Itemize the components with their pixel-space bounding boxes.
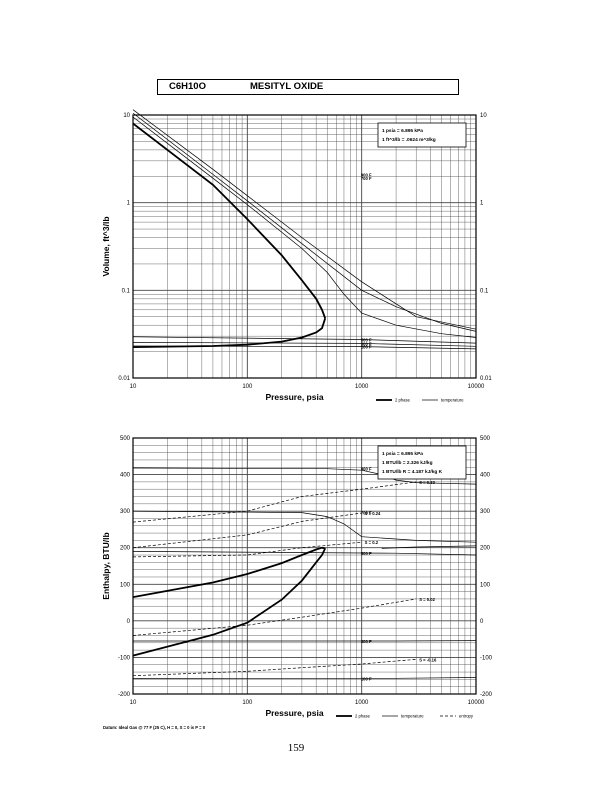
two-phase-curve bbox=[132, 546, 326, 598]
temperature-line bbox=[132, 345, 477, 350]
y-tick-label-right: 1 bbox=[480, 201, 484, 207]
series-label: 700 F bbox=[361, 176, 372, 181]
y-tick-label-right: 0.1 bbox=[480, 288, 489, 294]
entropy-line bbox=[132, 512, 362, 549]
series-label: 300 F bbox=[361, 639, 372, 644]
conversion-box bbox=[377, 122, 467, 148]
temperature-line bbox=[132, 510, 477, 543]
temperature-line bbox=[132, 677, 477, 679]
conversion-text: 1 psia = 6.895 kPa bbox=[382, 128, 423, 134]
conversion-text: 1 BTU/lb R = 4.187 kJ/kg K bbox=[382, 469, 443, 475]
series-label: S = 0.33 bbox=[419, 480, 435, 485]
entropy-line bbox=[132, 481, 417, 523]
y-tick-label: 0.1 bbox=[122, 288, 131, 294]
y-tick-label-right: 200 bbox=[480, 546, 491, 552]
x-tick-label: 100 bbox=[242, 700, 253, 706]
chart-title-box: C6H10O MESITYL OXIDE bbox=[157, 79, 459, 95]
y-tick-label-right: -100 bbox=[480, 655, 493, 661]
y-tick-label: 200 bbox=[120, 546, 131, 552]
series-label: 500 F bbox=[361, 337, 372, 342]
chemical-formula: C6H10O bbox=[169, 81, 206, 92]
series-label: 100 F bbox=[361, 345, 372, 350]
y-tick-label: 1 bbox=[127, 201, 131, 207]
entropy-line bbox=[132, 541, 362, 558]
y-tick-label: 0.01 bbox=[118, 376, 130, 382]
legend-label: 2 phase bbox=[355, 714, 371, 719]
temperature-line bbox=[132, 116, 477, 338]
y-tick-label: -100 bbox=[118, 655, 131, 661]
y-tick-label: 10 bbox=[123, 113, 130, 119]
temperature-line bbox=[132, 342, 477, 347]
y-axis-label: Enthalpy, BTU/lb bbox=[101, 532, 111, 599]
y-tick-label-right: 0.01 bbox=[480, 376, 492, 382]
y-tick-label-right: -200 bbox=[480, 692, 493, 698]
y-tick-label-right: 500 bbox=[480, 436, 491, 442]
series-label: 300 F bbox=[361, 341, 372, 346]
compound-name: MESITYL OXIDE bbox=[250, 81, 324, 92]
y-tick-label: 300 bbox=[120, 509, 131, 515]
series-label: S = 0.24 bbox=[365, 511, 381, 516]
series-label: 500 F bbox=[361, 551, 372, 556]
x-tick-label: 10 bbox=[130, 700, 137, 706]
x-axis-label: Pressure, psia bbox=[265, 392, 323, 402]
temperature-line bbox=[132, 109, 477, 330]
y-tick-label-right: 0 bbox=[480, 619, 484, 625]
series-label: S = -0.16 bbox=[419, 657, 437, 662]
y-tick-label: 500 bbox=[120, 436, 131, 442]
series-label: S = 0.02 bbox=[419, 597, 435, 602]
y-tick-label-right: 100 bbox=[480, 582, 491, 588]
two-phase-curve bbox=[132, 318, 327, 348]
entropy-line bbox=[132, 658, 417, 677]
x-tick-label: 10000 bbox=[468, 700, 485, 706]
conversion-text: 1 psia = 6.895 kPa bbox=[382, 451, 423, 457]
y-tick-label: 400 bbox=[120, 473, 131, 479]
y-tick-label-right: 300 bbox=[480, 509, 491, 515]
conversion-text: 1 BTU/lb = 2.326 kJ/kg bbox=[382, 460, 433, 466]
x-tick-label: 10000 bbox=[468, 384, 485, 390]
temperature-line bbox=[132, 336, 477, 344]
two-phase-curve bbox=[132, 548, 327, 657]
conversion-text: 1 ft^3/lb = .0624 m^3/kg bbox=[382, 137, 436, 143]
y-tick-label: -200 bbox=[118, 692, 131, 698]
temperature-line bbox=[381, 545, 477, 549]
x-tick-label: 100 bbox=[242, 384, 253, 390]
two-phase-curve bbox=[132, 122, 327, 319]
series-label: 700 F bbox=[361, 511, 372, 516]
x-tick-label: 10 bbox=[130, 384, 137, 390]
series-label: 100 F bbox=[361, 676, 372, 681]
x-tick-label: 1000 bbox=[355, 384, 369, 390]
x-tick-label: 1000 bbox=[355, 700, 369, 706]
series-label: 900 F bbox=[361, 172, 372, 177]
x-axis-label: Pressure, psia bbox=[265, 708, 323, 718]
y-tick-label-right: 400 bbox=[480, 473, 491, 479]
legend-label: temperature bbox=[441, 398, 464, 403]
y-tick-label-right: 10 bbox=[480, 113, 487, 119]
legend-label: entropy bbox=[459, 714, 474, 719]
series-label: 900 F bbox=[361, 467, 372, 472]
legend-label: 2 phase bbox=[395, 398, 411, 403]
entropy-line bbox=[132, 598, 417, 636]
legend-label: temperature bbox=[401, 714, 424, 719]
plot-frame bbox=[132, 114, 477, 379]
plot-frame bbox=[132, 437, 477, 695]
temperature-line bbox=[132, 551, 477, 556]
y-tick-label: 100 bbox=[120, 582, 131, 588]
conversion-box bbox=[377, 445, 467, 480]
series-label: S = 0.2 bbox=[365, 540, 379, 545]
datum-footnote: Datum: Ideal Gas @ 77 F (25 C), H = 0, S… bbox=[103, 725, 206, 730]
y-axis-label: Volume, ft^3/lb bbox=[101, 216, 111, 276]
page-number: 159 bbox=[287, 742, 305, 754]
y-tick-label: 0 bbox=[127, 619, 131, 625]
